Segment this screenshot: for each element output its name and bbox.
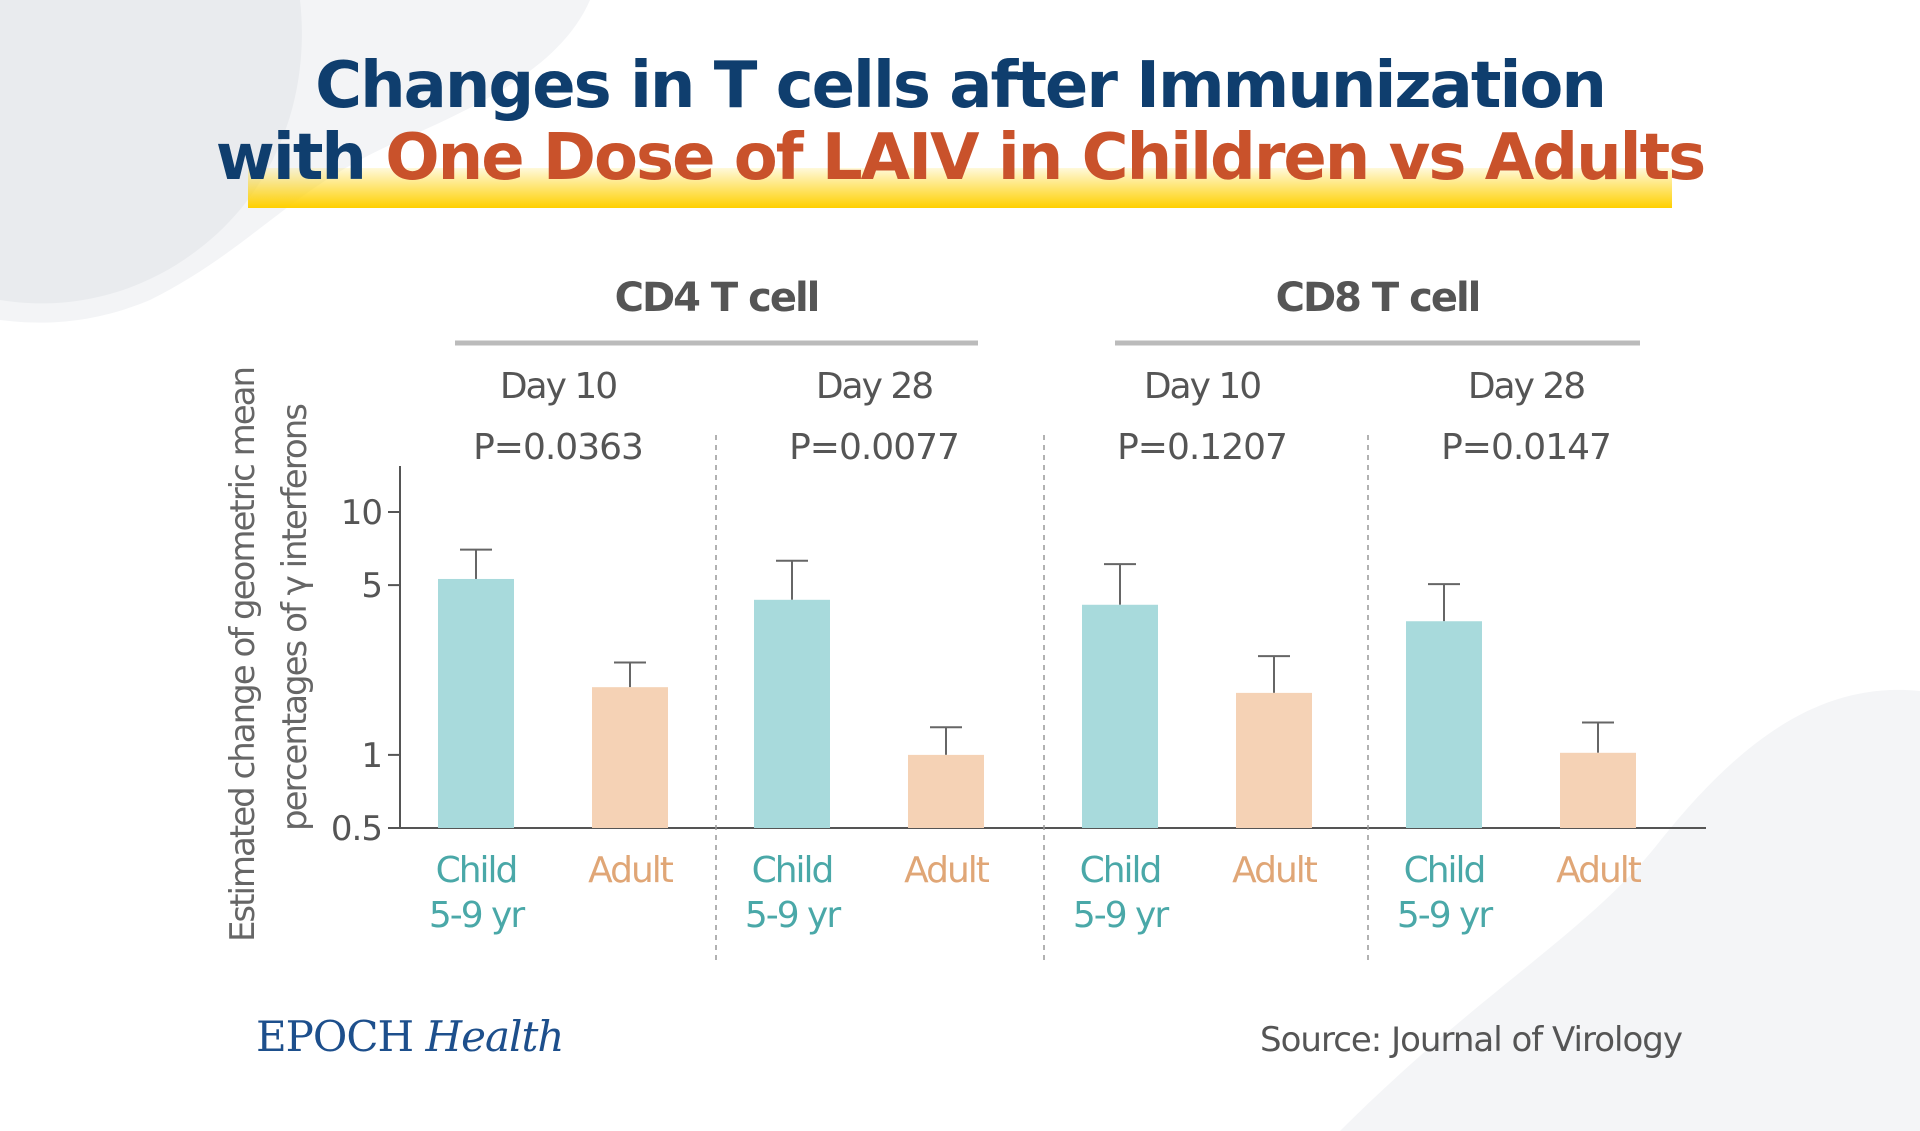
y-axis-label-line-1: Estimated change of geometric mean xyxy=(223,368,263,942)
child-age-label: 5-9 yr xyxy=(1073,895,1170,936)
panel-p-value: P=0.0363 xyxy=(473,427,643,468)
child-age-label: 5-9 yr xyxy=(745,895,842,936)
logo-health-text: Health xyxy=(425,1012,564,1061)
panel-day-label: Day 28 xyxy=(1468,366,1584,407)
child-age-label: 5-9 yr xyxy=(429,895,526,936)
adult-bar xyxy=(592,687,668,828)
title-line-2-navy: with xyxy=(215,121,367,195)
adult-category-label: Adult xyxy=(1556,850,1642,891)
y-tick-label: 0.5 xyxy=(331,809,382,849)
y-tick-label: 5 xyxy=(361,566,382,606)
panel-p-value: P=0.1207 xyxy=(1117,427,1287,468)
panel-day-label: Day 10 xyxy=(500,366,616,407)
title-highlight-bar xyxy=(248,168,1672,208)
child-category-label: Child xyxy=(1404,850,1485,891)
group-label-1: CD4 T cell xyxy=(615,275,819,321)
panel-day-label: Day 28 xyxy=(816,366,932,407)
background-shape-bottom-right xyxy=(1340,689,1920,1131)
source-note: Source: Journal of Virology xyxy=(1260,1020,1683,1060)
logo-epoch-text: EPOCH xyxy=(256,1012,414,1061)
epoch-health-logo: EPOCH Health xyxy=(256,1012,564,1061)
child-bar xyxy=(438,578,514,828)
y-tick-label: 10 xyxy=(341,493,382,533)
panel-day-label: Day 10 xyxy=(1144,366,1260,407)
title-line-2-orange: One Dose of LAIV in Children vs Adults xyxy=(385,121,1706,195)
child-category-label: Child xyxy=(436,850,517,891)
chart-title: Changes in T cells after Immunization wi… xyxy=(0,50,1920,194)
adult-bar xyxy=(1560,752,1636,828)
title-line-2: with One Dose of LAIV in Children vs Adu… xyxy=(0,122,1920,194)
title-block: Changes in T cells after Immunization wi… xyxy=(0,0,1920,230)
adult-bar xyxy=(1236,692,1312,828)
panel-p-value: P=0.0077 xyxy=(789,427,959,468)
child-category-label: Child xyxy=(752,850,833,891)
child-bar xyxy=(1406,621,1482,828)
adult-category-label: Adult xyxy=(1232,850,1318,891)
child-category-label: Child xyxy=(1080,850,1161,891)
title-line-1: Changes in T cells after Immunization xyxy=(315,49,1607,123)
y-axis-label-line-2: percentages of γ interferons xyxy=(275,404,315,831)
child-bar xyxy=(754,599,830,828)
child-age-label: 5-9 yr xyxy=(1397,895,1494,936)
adult-bar xyxy=(908,754,984,828)
background-shape-top-left xyxy=(0,0,590,323)
group-label-2: CD8 T cell xyxy=(1276,275,1480,321)
child-bar xyxy=(1082,604,1158,828)
adult-category-label: Adult xyxy=(588,850,674,891)
panel-p-value: P=0.0147 xyxy=(1441,427,1611,468)
adult-category-label: Adult xyxy=(904,850,990,891)
y-tick-label: 1 xyxy=(361,736,382,776)
